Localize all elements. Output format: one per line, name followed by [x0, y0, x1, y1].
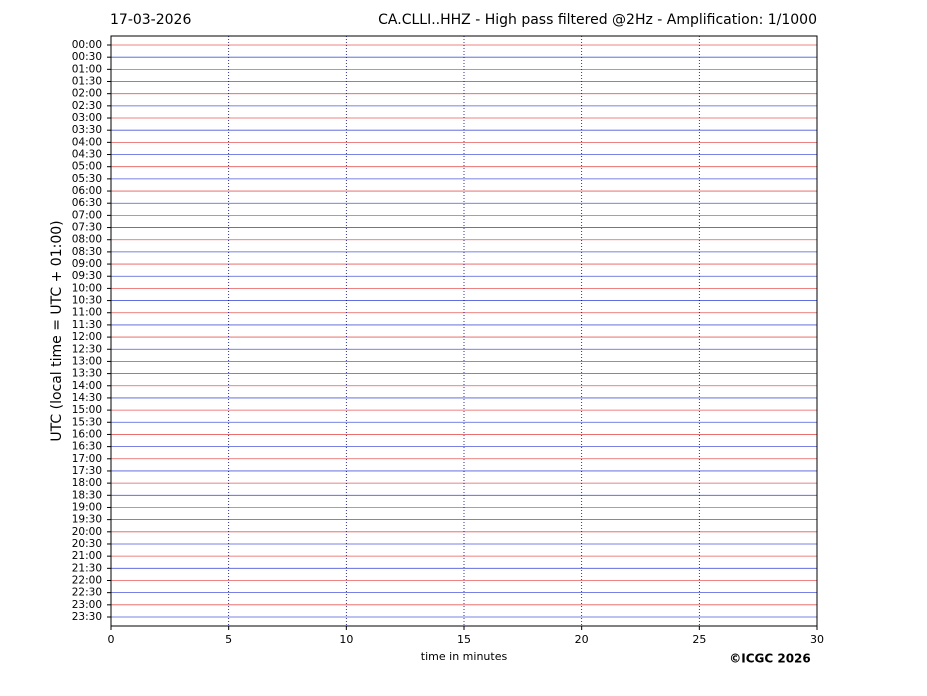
date: 17-03-2026 [110, 12, 191, 28]
x-tick-label: 30 [810, 633, 824, 646]
y-tick-label: 21:00 [72, 550, 102, 562]
y-tick-label: 03:00 [72, 112, 102, 124]
y-tick-label: 21:30 [72, 562, 102, 574]
y-tick-label: 12:00 [72, 331, 102, 343]
y-tick-label: 05:00 [72, 161, 102, 173]
y-axis-label: UTC (local time = UTC + 01:00) [49, 220, 65, 441]
y-tick-label: 07:30 [72, 222, 102, 234]
y-tick-label: 20:00 [72, 526, 102, 538]
y-tick-label: 04:30 [72, 149, 102, 161]
x-tick-label: 10 [339, 633, 353, 646]
y-tick-label: 10:00 [72, 282, 102, 294]
y-tick-label: 14:30 [72, 392, 102, 404]
y-tick-label: 03:30 [72, 124, 102, 136]
y-tick-label: 15:00 [72, 404, 102, 416]
y-tick-label: 08:30 [72, 246, 102, 258]
y-tick-label: 08:00 [72, 234, 102, 246]
x-tick-label: 20 [575, 633, 589, 646]
y-tick-label: 06:00 [72, 185, 102, 197]
y-tick-label: 13:30 [72, 368, 102, 380]
y-tick-label: 01:30 [72, 76, 102, 88]
y-tick-label: 12:30 [72, 343, 102, 355]
y-tick-label: 00:00 [72, 39, 102, 51]
y-tick-label: 11:00 [72, 307, 102, 319]
x-tick-label: 5 [225, 633, 232, 646]
copyright: ©ICGC 2026 [729, 652, 811, 666]
y-tick-label: 02:00 [72, 88, 102, 100]
y-tick-label: 04:00 [72, 136, 102, 148]
y-tick-label: 14:00 [72, 380, 102, 392]
y-tick-label: 18:00 [72, 477, 102, 489]
y-tick-label: 13:00 [72, 355, 102, 367]
y-tick-label: 05:30 [72, 173, 102, 185]
y-tick-label: 10:30 [72, 295, 102, 307]
y-tick-label: 22:00 [72, 574, 102, 586]
y-tick-label: 18:30 [72, 489, 102, 501]
y-tick-label: 01:00 [72, 63, 102, 75]
y-tick-label: 02:30 [72, 100, 102, 112]
x-tick-label: 0 [108, 633, 115, 646]
y-tick-label: 06:30 [72, 197, 102, 209]
x-tick-label: 15 [457, 633, 471, 646]
y-tick-label: 23:30 [72, 611, 102, 623]
y-tick-label: 16:00 [72, 428, 102, 440]
y-tick-label: 19:30 [72, 514, 102, 526]
y-tick-label: 16:30 [72, 441, 102, 453]
chart-title: CA.CLLI..HHZ - High pass filtered @2Hz -… [378, 12, 817, 28]
x-tick-label: 25 [692, 633, 706, 646]
y-tick-label: 07:00 [72, 209, 102, 221]
y-tick-label: 19:00 [72, 501, 102, 513]
x-axis-label: time in minutes [421, 650, 508, 663]
y-tick-label: 23:00 [72, 599, 102, 611]
y-tick-label: 00:30 [72, 51, 102, 63]
y-tick-label: 20:30 [72, 538, 102, 550]
y-tick-label: 15:30 [72, 416, 102, 428]
y-tick-label: 09:00 [72, 258, 102, 270]
plot-frame [110, 35, 818, 627]
y-tick-label: 11:30 [72, 319, 102, 331]
y-tick-label: 17:30 [72, 465, 102, 477]
y-tick-label: 09:30 [72, 270, 102, 282]
y-tick-label: 17:00 [72, 453, 102, 465]
y-tick-label: 22:30 [72, 587, 102, 599]
